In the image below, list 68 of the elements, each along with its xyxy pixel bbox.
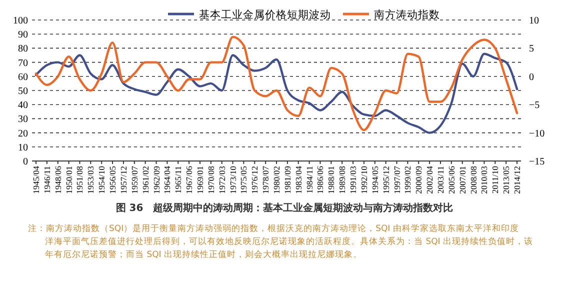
y2-tick-label: 10 — [529, 16, 539, 26]
x-tick-label: 1995/12 — [380, 166, 391, 194]
x-tick-label: 1983/04 — [293, 165, 304, 194]
x-tick-label: 1980/02 — [272, 166, 282, 194]
y2-tick-label: −5 — [529, 100, 540, 112]
x-tick-label: 1976/12 — [250, 166, 260, 194]
y-tick-label: 10 — [18, 142, 28, 154]
x-tick-label: 1945/04 — [31, 165, 41, 194]
x-tick-label: 1978/07 — [260, 166, 271, 194]
x-tick-label: 1967/06 — [184, 166, 194, 194]
x-tick-label: 1965/11 — [173, 166, 184, 194]
legend-label: 基本工业金属价格短期波动 — [199, 8, 331, 21]
x-tick-label: 1961/02 — [140, 166, 150, 194]
y2-tick-label: 5 — [529, 44, 534, 55]
x-tick-label: 1984/11 — [304, 166, 314, 194]
x-tick-label: 1946/11 — [42, 166, 52, 194]
x-tick-label: 2003/11 — [435, 166, 446, 194]
x-tick-label: 1994/05 — [370, 166, 380, 194]
x-tick-label: 1948/06 — [52, 166, 63, 194]
y-tick-label: 50 — [18, 86, 28, 97]
y-tick-label: 40 — [18, 100, 28, 112]
text: 注：南方涛动指数（SQI）是用于衡量南方涛动强弱的指数，根据沃克的南方涛动理论，SQI 由科学家选取东南太平洋和印度洋海平面气压差值进行处理后得到，可以有效地反映厄尔尼诺现象的活跃程度。具体关系为：当 SQI 出现持续性负值时，该年有厄尔尼诺预警；而当 SQI 出现持续性正值时，则会大概率出现拉尼娜现象。 — [28, 223, 533, 260]
x-tick-label: 1992/10 — [358, 166, 369, 194]
x-tick-label: 2002/04 — [424, 165, 435, 194]
y-tick-label: 70 — [18, 58, 28, 69]
line-series — [34, 36, 518, 132]
y2-tick-label: −10 — [529, 128, 545, 140]
y-tick-label: 60 — [18, 72, 28, 83]
x-tick-label: 1954/10 — [96, 166, 107, 194]
x-tick-label: 2013/05 — [501, 166, 512, 194]
x-tick-label: 1970/08 — [206, 166, 216, 194]
x-tick-label: 1969/01 — [194, 166, 205, 194]
x-tick-label: 1986/06 — [315, 166, 326, 194]
text: 图 36 超级周期中的涛动周期：基本工业金属短期波动与南方涛动指数对比 — [116, 202, 454, 214]
x-tick-label: 1988/01 — [326, 166, 336, 194]
x-tick-label: 2008/08 — [468, 166, 478, 194]
x-tick-label: 1972/03 — [216, 166, 227, 194]
x-tick-label: 1959/07 — [129, 166, 140, 194]
y-tick-label: 30 — [18, 114, 28, 126]
x-tick-label: 1997/07 — [392, 166, 402, 194]
x-tick-label: 1975/05 — [238, 166, 249, 194]
x-tick-label: 1973/10 — [228, 166, 238, 194]
y-tick-label: 20 — [18, 128, 28, 140]
y-tick-label: 80 — [18, 44, 28, 55]
y2-tick-label: −15 — [529, 156, 545, 168]
x-tick-label: 1956/05 — [108, 166, 118, 194]
y-tick-label: 100 — [13, 16, 28, 26]
x-tick-label: 2014/12 — [512, 166, 522, 194]
legend-label: 南方涛动指数 — [374, 8, 440, 21]
line-series — [34, 52, 518, 134]
y-tick-label: 90 — [18, 30, 28, 41]
x-tick-label: 2000/09 — [414, 166, 424, 194]
x-tick-label: 1981/09 — [282, 166, 292, 194]
y-tick-label: 0 — [23, 156, 28, 168]
x-tick-label: 1999/02 — [402, 166, 413, 194]
x-tick-label: 1950/01 — [64, 166, 74, 194]
x-tick-label: 1964/04 — [162, 165, 172, 194]
x-tick-label: 1953/03 — [86, 166, 96, 194]
x-tick-label: 1991/03 — [348, 166, 358, 194]
x-tick-label: 2005/06 — [446, 166, 456, 194]
y2-tick-label: 0 — [529, 72, 534, 83]
x-tick-label: 2010/03 — [479, 166, 490, 194]
x-tick-label: 1962/09 — [151, 166, 162, 194]
x-tick-label: 1989/08 — [337, 166, 348, 194]
x-tick-label: 2011/10 — [490, 166, 500, 194]
x-tick-label: 1957/12 — [118, 166, 128, 194]
x-tick-label: 1951/08 — [74, 166, 85, 194]
x-tick-label: 2007/01 — [457, 166, 468, 194]
